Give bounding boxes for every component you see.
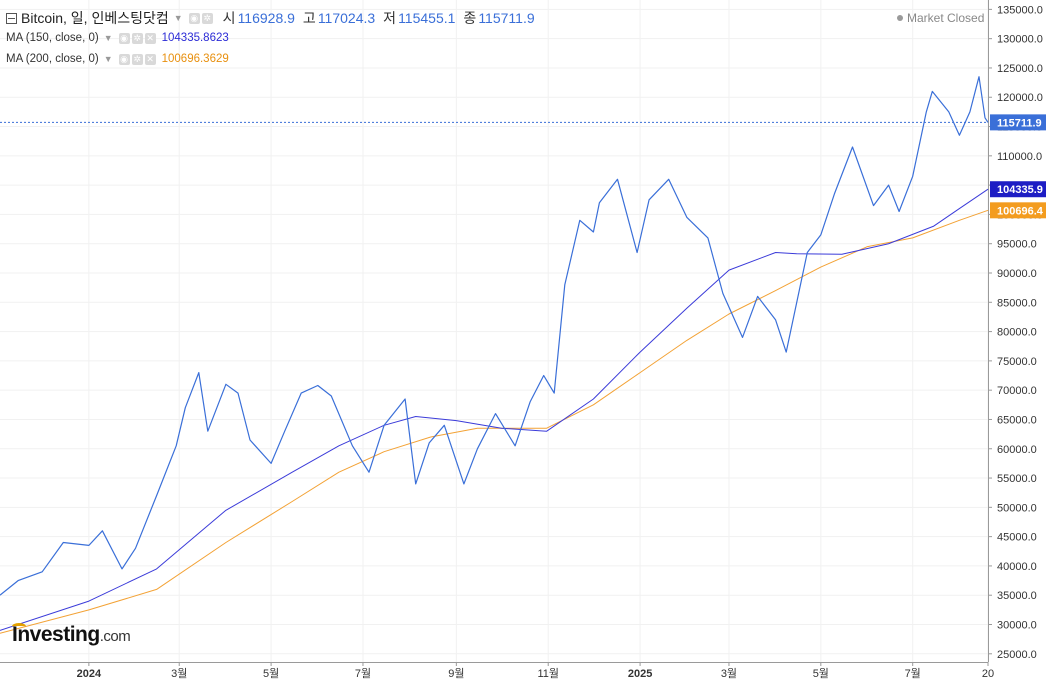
x-axis: 2024 3월 5월 7월 9월 11월 2025 3월 5월 7월 20: [77, 662, 994, 679]
y-axis: 25000.0 30000.0 35000.0 40000.0 45000.0 50000…: [988, 4, 1043, 661]
ma150-legend: MA (150, close, 0) ▼ ◉ ✲ ✕ 104335.8623: [6, 32, 229, 44]
y-tick-label: 55000.0: [997, 473, 1037, 485]
ma150-label[interactable]: MA (150, close, 0): [6, 32, 99, 44]
logo-name: Investing: [12, 623, 100, 646]
ma150-value: 104335.8623: [161, 32, 229, 44]
y-tick-label: 60000.0: [997, 444, 1037, 456]
collapse-icon[interactable]: [6, 12, 17, 24]
y-tick-label: 130000.0: [997, 34, 1043, 46]
y-tick-label: 120000.0: [997, 92, 1043, 104]
y-tick-label: 125000.0: [997, 63, 1043, 75]
y-tick-label: 90000.0: [997, 268, 1037, 280]
ma200-price-tag-bg: [990, 202, 1046, 219]
y-tick-label: 30000.0: [997, 620, 1037, 632]
low-value: 115455.1: [398, 10, 456, 26]
y-tick-label: 135000.0: [997, 4, 1043, 16]
chevron-down-icon[interactable]: ▼: [103, 54, 113, 64]
market-status-text: Market Closed: [907, 11, 985, 25]
x-tick-label: 7월: [355, 667, 371, 679]
x-tick-label: 2024: [77, 668, 102, 679]
investing-logo: Investing.com: [12, 623, 131, 647]
series-group: [0, 76, 989, 634]
series-line-price: [0, 76, 989, 596]
high-value: 117024.3: [317, 10, 376, 26]
logo-swoosh-icon: [12, 623, 26, 630]
close-icon[interactable]: ✕: [144, 32, 156, 44]
chart-gridlines: [0, 0, 989, 662]
ma200-price-tag: 100696.4: [997, 205, 1044, 217]
ma200-legend: MA (200, close, 0) ▼ ◉ ✲ ✕ 100696.3629: [6, 53, 229, 65]
close-label: 종: [463, 10, 477, 26]
chevron-down-icon[interactable]: ▼: [173, 13, 183, 23]
y-tick-label: 85000.0: [997, 297, 1037, 309]
y-tick-label: 65000.0: [997, 414, 1037, 426]
ma200-label[interactable]: MA (200, close, 0): [6, 53, 99, 65]
gear-icon[interactable]: ✲: [131, 32, 143, 44]
y-tick-label: 80000.0: [997, 327, 1037, 339]
open-label: 시: [222, 10, 236, 26]
main-legend: Bitcoin, 일, 인베스팅닷컴 ▼ ◉ ✲ 시 116928.9 고 11…: [6, 8, 535, 28]
x-tick-label: 5월: [813, 667, 829, 679]
high-label: 고: [302, 10, 316, 26]
x-tick-label: 2025: [628, 668, 652, 679]
ma150-price-tag-bg: [990, 181, 1046, 198]
x-tick-label: 7월: [905, 667, 921, 679]
x-tick-label: 11월: [537, 667, 559, 679]
chevron-down-icon[interactable]: ▼: [103, 33, 113, 43]
ma200-value: 100696.3629: [161, 53, 229, 65]
eye-icon[interactable]: ◉: [188, 12, 200, 24]
y-tick-label: 35000.0: [997, 590, 1037, 602]
y-tick-label: 95000.0: [997, 239, 1037, 251]
close-value: 115711.9: [478, 10, 535, 26]
gear-icon[interactable]: ✲: [201, 12, 213, 24]
market-status: Market Closed: [897, 11, 984, 25]
close-icon[interactable]: ✕: [144, 53, 156, 65]
eye-icon[interactable]: ◉: [118, 53, 130, 65]
price-tags: 115711.9 104335.9 100696.4: [990, 114, 1046, 219]
x-tick-label: 20: [982, 668, 994, 679]
x-tick-label: 3월: [171, 667, 187, 679]
last-price-tag: 115711.9: [997, 117, 1042, 129]
y-tick-label: 70000.0: [997, 385, 1037, 397]
y-tick-label: 75000.0: [997, 356, 1037, 368]
open-value: 116928.9: [237, 10, 295, 26]
y-tick-label: 45000.0: [997, 532, 1037, 544]
y-tick-label: 25000.0: [997, 649, 1037, 661]
logo-suffix: .com: [99, 628, 131, 645]
y-tick-label: 50000.0: [997, 502, 1037, 514]
x-tick-label: 5월: [263, 667, 279, 679]
x-tick-label: 3월: [721, 667, 737, 679]
y-tick-label: 110000.0: [997, 151, 1042, 163]
low-label: 저: [383, 10, 397, 26]
gear-icon[interactable]: ✲: [131, 53, 143, 65]
y-tick-label: 40000.0: [997, 561, 1037, 573]
ma150-price-tag: 104335.9: [997, 184, 1043, 196]
last-price-tag-bg: [990, 114, 1046, 131]
instrument-title[interactable]: Bitcoin, 일, 인베스팅닷컴: [21, 10, 169, 26]
series-line-ma150: [0, 188, 989, 631]
eye-icon[interactable]: ◉: [118, 32, 130, 44]
status-dot-icon: [897, 15, 903, 21]
x-tick-label: 9월: [448, 667, 464, 679]
